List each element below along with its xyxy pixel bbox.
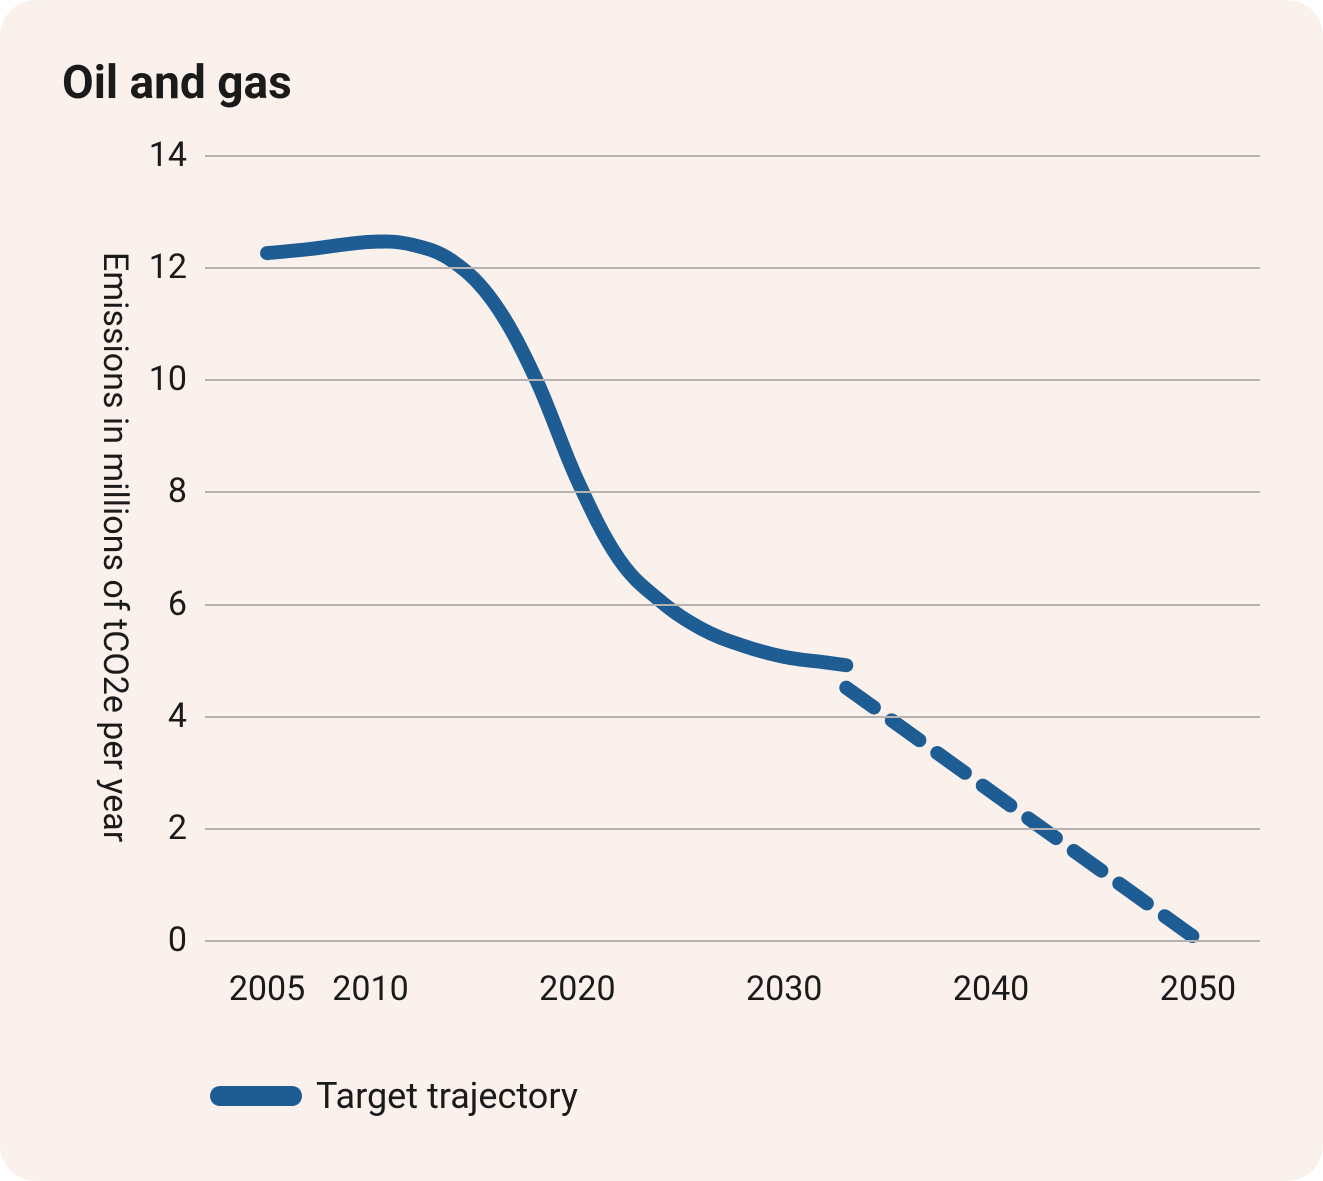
- gridline: [205, 379, 1260, 381]
- y-tick-label: 8: [0, 471, 187, 511]
- gridline: [205, 940, 1260, 942]
- x-tick-label: 2010: [332, 969, 408, 1009]
- chart-title: Oil and gas: [62, 56, 292, 110]
- legend-swatch: [210, 1086, 302, 1106]
- gridline: [205, 267, 1260, 269]
- x-tick-label: 2020: [539, 969, 615, 1009]
- x-tick-label: 2040: [953, 969, 1029, 1009]
- legend-label: Target trajectory: [316, 1075, 578, 1117]
- gridline: [205, 491, 1260, 493]
- series-dashed: [846, 688, 1198, 940]
- y-tick-label: 4: [0, 696, 187, 736]
- y-tick-label: 0: [0, 920, 187, 960]
- gridline: [205, 604, 1260, 606]
- x-tick-label: 2005: [229, 969, 305, 1009]
- line-series-svg: [205, 155, 1260, 940]
- y-tick-label: 6: [0, 584, 187, 624]
- chart-card: Oil and gas Emissions in millions of tCO…: [0, 0, 1323, 1181]
- legend: Target trajectory: [210, 1075, 578, 1117]
- plot-area: [205, 155, 1260, 940]
- gridline: [205, 155, 1260, 157]
- y-tick-label: 12: [0, 247, 187, 287]
- y-tick-label: 2: [0, 808, 187, 848]
- x-tick-label: 2050: [1160, 969, 1236, 1009]
- gridline: [205, 828, 1260, 830]
- series-solid: [267, 241, 846, 665]
- y-tick-label: 14: [0, 135, 187, 175]
- x-tick-label: 2030: [746, 969, 822, 1009]
- y-tick-label: 10: [0, 359, 187, 399]
- gridline: [205, 716, 1260, 718]
